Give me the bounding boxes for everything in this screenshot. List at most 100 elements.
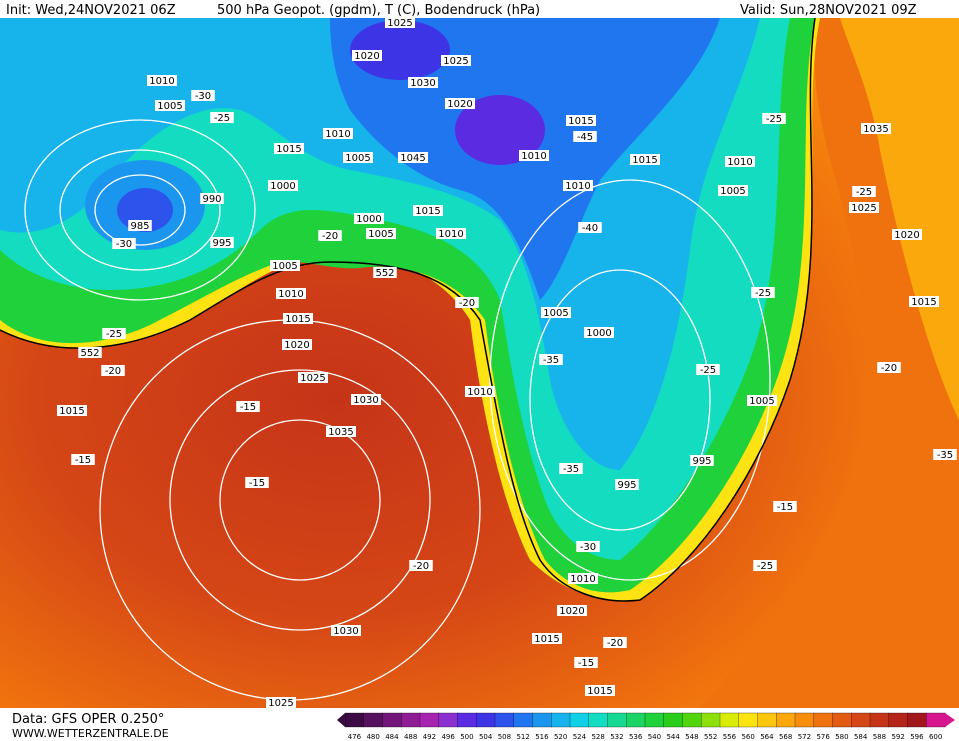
colorbar-cell	[701, 712, 721, 728]
isobar-label: 1030	[333, 626, 358, 637]
isobar-label: 552	[80, 348, 99, 359]
isobar-label: -25	[856, 187, 872, 198]
isobar-label: 1010	[727, 157, 752, 168]
isobar-label: 1010	[278, 289, 303, 300]
isobar-label: -20	[105, 366, 121, 377]
label-box	[585, 685, 615, 696]
colorbar-label: 516	[535, 733, 549, 741]
label-box	[128, 220, 152, 231]
label-box	[71, 454, 95, 465]
label-box	[236, 401, 260, 412]
label-box	[398, 152, 428, 163]
isobar-label: 1005	[272, 261, 297, 272]
colorbar-cell	[851, 712, 871, 728]
isobar-label: -30	[580, 542, 596, 553]
label-box	[326, 426, 356, 437]
colorbar-cell	[813, 712, 834, 728]
label-box	[112, 238, 136, 249]
label-box	[557, 605, 587, 616]
isobar-label: 1005	[720, 186, 745, 197]
colorbar-cell	[494, 712, 515, 728]
label-box	[753, 560, 777, 571]
isobar-label: -35	[543, 355, 559, 366]
label-box	[584, 327, 614, 338]
isobar-label: 1005	[157, 101, 182, 112]
label-box	[849, 202, 879, 213]
colorbar-label: 552	[704, 733, 717, 741]
colorbar-label: 512	[516, 733, 529, 741]
map-title: 500 hPa Geopot. (gpdm), T (C), Bodendruc…	[217, 3, 540, 18]
isobar-label: 1015	[415, 206, 440, 217]
isobar-label: 1020	[447, 99, 472, 110]
label-box	[465, 386, 495, 397]
colorbar-cell	[626, 712, 646, 728]
colorbar-label: 520	[554, 733, 567, 741]
colorbar-cell	[682, 712, 702, 728]
isobar-label: -25	[766, 114, 782, 125]
isobar-label: 1025	[443, 56, 468, 67]
label-box	[366, 228, 396, 239]
colorbar-label: 492	[423, 733, 436, 741]
isobar-label: 995	[617, 480, 636, 491]
label-box	[568, 573, 598, 584]
isobar-label: -20	[459, 298, 475, 309]
colorbar-label: 532	[610, 733, 623, 741]
isobar-label: -15	[777, 502, 793, 513]
label-box	[933, 449, 957, 460]
label-box	[276, 288, 306, 299]
colorbar-label: 560	[741, 733, 754, 741]
isobar-label: -20	[607, 638, 623, 649]
isobar-label: -35	[563, 464, 579, 475]
isobar-label: 1015	[59, 406, 84, 417]
label-box	[343, 152, 373, 163]
label-box	[57, 405, 87, 416]
isobar-label: 995	[692, 456, 711, 467]
colorbar-label: 484	[385, 733, 399, 741]
isobars	[24, 119, 771, 701]
label-box	[578, 222, 602, 233]
label-box	[455, 297, 479, 308]
low-core-polar	[350, 20, 450, 80]
label-box	[718, 185, 748, 196]
label-box	[354, 213, 384, 224]
label-box	[615, 479, 639, 490]
low-core-north	[455, 95, 545, 165]
label-box	[725, 156, 755, 167]
label-box	[696, 364, 720, 375]
isobar-label: -20	[413, 561, 429, 572]
label-box	[102, 328, 126, 339]
colorbar-cell	[926, 712, 946, 728]
isobar	[59, 149, 221, 271]
colorbar-cell	[794, 712, 815, 728]
isobar-label: -25	[700, 365, 716, 376]
colorbar-cell	[607, 712, 627, 728]
label-box	[603, 637, 627, 648]
isobar-label: 1015	[911, 297, 936, 308]
label-box	[852, 186, 876, 197]
contour-552	[0, 17, 816, 602]
label-box	[245, 477, 269, 488]
isobar-label: 1030	[410, 78, 435, 89]
label-box	[559, 463, 583, 474]
site-name: WWW.WETTERZENTRALE.DE	[12, 727, 169, 740]
colorbar-label: 584	[854, 733, 868, 741]
isobar-label: 1010	[521, 151, 546, 162]
label-box	[690, 455, 714, 466]
colorbar-cell	[907, 712, 927, 728]
colorbar-cell	[532, 712, 552, 728]
colorbar-label: 524	[573, 733, 587, 741]
label-box	[298, 372, 328, 383]
isobar-label: -15	[578, 658, 594, 669]
colorbar-cell	[832, 712, 852, 728]
colorbar-label: 596	[910, 733, 924, 741]
label-box	[78, 347, 102, 358]
colorbar-label: 540	[648, 733, 661, 741]
colorbar-cell	[438, 712, 459, 728]
isobar-label: -30	[116, 239, 132, 250]
label-box	[352, 50, 382, 61]
colorbar-label: 488	[404, 733, 417, 741]
colorbar-label: 548	[685, 733, 698, 741]
isobar-label: -20	[322, 231, 338, 242]
isobar-label: 1015	[632, 155, 657, 166]
